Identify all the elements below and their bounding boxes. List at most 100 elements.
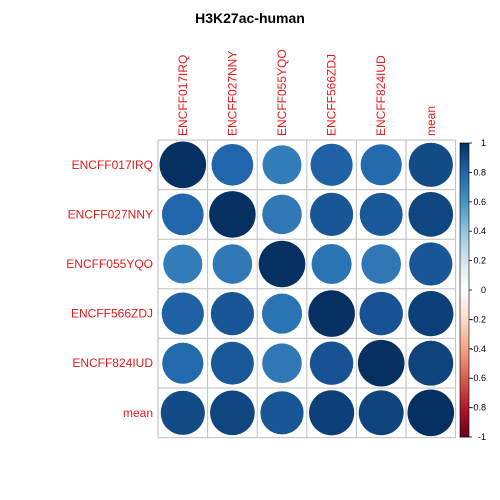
colorbar-segment	[460, 378, 469, 382]
colorbar-segment	[460, 169, 469, 173]
colorbar-segment	[460, 431, 469, 435]
colorbar-segment	[460, 266, 469, 270]
colorbar-segment	[460, 166, 469, 170]
column-labels: ENCFF017IRQ ENCFF027NNY ENCFF055YQO ENCFF56…	[176, 49, 438, 136]
colorbar-segment	[460, 245, 469, 250]
colorbar-segment	[460, 145, 469, 150]
correlation-circle	[309, 390, 355, 436]
colorbar-tick-label: -0.8	[470, 403, 486, 413]
correlation-circle	[408, 142, 453, 187]
correlation-circle	[311, 243, 352, 285]
colorbar-segment	[460, 301, 469, 306]
colorbar-segment	[460, 290, 469, 294]
colorbar-segment	[460, 434, 469, 438]
row-label: ENCFF017IRQ	[72, 158, 153, 172]
colorbar-segment	[460, 195, 469, 200]
correlation-circle	[310, 143, 353, 186]
column-label: ENCFF824IUD	[374, 55, 388, 136]
colorbar-segment	[460, 251, 469, 256]
colorbar-tick-label: 0.6	[473, 197, 486, 207]
colorbar-segment	[460, 328, 469, 332]
correlation-circle	[408, 192, 454, 237]
colorbar-segment	[460, 175, 469, 179]
colorbar-segment	[460, 272, 469, 276]
column-label: ENCFF027NNY	[225, 51, 239, 136]
colorbar-segment	[460, 172, 469, 176]
colorbar-tick-label: 0	[481, 285, 486, 295]
chart-title: H3K27ac-human	[195, 10, 305, 26]
colorbar-segment	[460, 304, 469, 309]
colorbar-segment	[460, 143, 469, 147]
colorbar-segment	[460, 263, 469, 267]
colorbar-segment	[460, 313, 469, 317]
colorbar-segment	[460, 407, 469, 411]
colorbar-segment	[460, 366, 469, 370]
colorbar-segment	[460, 354, 469, 359]
colorbar-tick-label: -0.4	[470, 344, 486, 354]
colorbar-segment	[460, 234, 469, 238]
colorbar-segment	[460, 198, 469, 203]
colorbar-segment	[460, 310, 469, 314]
colorbar-segment	[460, 178, 469, 182]
correlation-circle	[408, 340, 454, 386]
colorbar-segment	[460, 219, 469, 223]
colorbar-segment	[460, 295, 469, 300]
correlation-circle	[361, 244, 401, 284]
colorbar-segment	[460, 381, 469, 385]
colorbar-segment	[460, 275, 469, 279]
colorbar-segment	[460, 157, 469, 162]
colorbar-segment	[460, 160, 469, 164]
colorbar-segment	[460, 216, 469, 220]
colorbar-segment	[460, 163, 469, 167]
colorbar-segment	[460, 237, 469, 241]
colorbar-tick-label: 1	[481, 138, 486, 148]
colorbar-tick-label: -1	[478, 432, 486, 442]
colorbar-segment	[460, 319, 469, 323]
colorbar-tick-label: -0.6	[470, 373, 486, 383]
row-label: ENCFF055YQO	[66, 257, 153, 271]
colorbar-segment	[460, 204, 469, 209]
colorbar-segment	[460, 184, 469, 188]
row-label: mean	[123, 406, 153, 420]
correlation-circle	[160, 390, 205, 435]
colorbar-segment	[460, 357, 469, 361]
colorbar-segment	[460, 428, 469, 432]
colorbar-segment	[460, 413, 469, 417]
matrix-grid	[157, 139, 457, 439]
colorbar-segment	[460, 228, 469, 232]
colorbar-segment	[460, 334, 469, 338]
column-label: mean	[424, 106, 438, 136]
correlation-circle	[308, 290, 355, 337]
colorbar-segment	[460, 213, 469, 217]
colorbar-segment	[460, 372, 469, 376]
colorbar-segment	[460, 425, 469, 429]
colorbar-segment	[460, 375, 469, 379]
colorbar-segment	[460, 284, 469, 288]
column-label: ENCFF055YQO	[275, 49, 289, 136]
correlation-circle	[209, 191, 256, 238]
colorbar-segment	[460, 389, 469, 394]
correlation-circle	[163, 244, 203, 284]
colorbar-segment	[460, 401, 469, 406]
correlation-circle	[407, 389, 455, 437]
colorbar-segment	[460, 369, 469, 373]
colorbar-segment	[460, 360, 469, 364]
correlation-circle	[360, 144, 402, 186]
colorbar-segment	[460, 222, 469, 226]
colorbar-segment	[460, 337, 469, 341]
colorbar-segment	[460, 281, 469, 285]
colorbar-segment	[460, 278, 469, 282]
colorbar-segment	[460, 225, 469, 229]
colorbar-tick-label: 0.4	[473, 226, 486, 236]
correlation-circle	[309, 192, 354, 237]
correlation-circle	[210, 341, 254, 385]
column-label: ENCFF566ZDJ	[325, 54, 339, 136]
colorbar-segment	[460, 192, 469, 197]
colorbar-segment	[460, 148, 469, 153]
correlation-circle	[210, 390, 255, 436]
correlation-circle	[309, 341, 354, 385]
colorbar-segment	[460, 269, 469, 273]
colorbar-segment	[460, 240, 469, 244]
colorbar-segment	[460, 384, 469, 388]
